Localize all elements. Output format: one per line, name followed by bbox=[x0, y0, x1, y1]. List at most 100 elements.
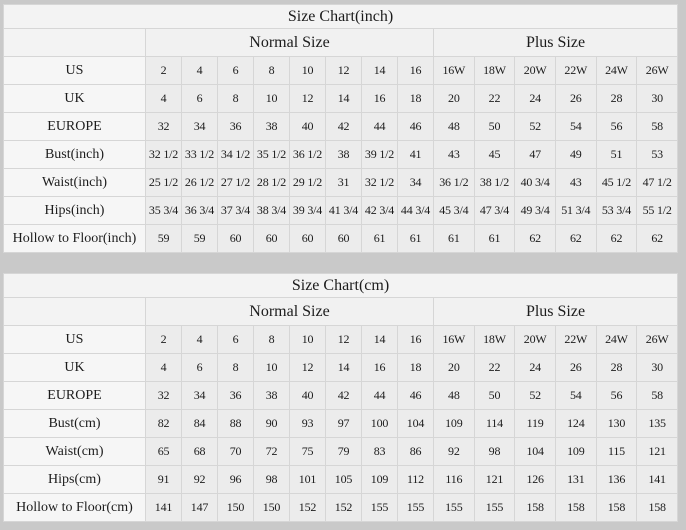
size-value-cell: 54 bbox=[554, 381, 597, 410]
size-value-cell: 41 bbox=[397, 140, 434, 169]
table-title-row: Size Chart(cm) bbox=[3, 273, 678, 298]
size-value-cell: 49 bbox=[554, 140, 597, 169]
size-value-cell: 18W bbox=[473, 56, 516, 85]
size-value-cell: 24 bbox=[514, 353, 556, 382]
size-value-cell: 36 bbox=[217, 112, 254, 141]
size-value-cell: 115 bbox=[595, 437, 638, 466]
size-value-cell: 18W bbox=[473, 325, 516, 354]
size-value-cell: 6 bbox=[217, 325, 254, 354]
size-value-cell: 37 3/4 bbox=[217, 196, 254, 225]
size-value-cell: 22 bbox=[473, 353, 516, 382]
normal-size-header: Normal Size bbox=[145, 28, 434, 57]
size-value-cell: 50 bbox=[473, 381, 516, 410]
size-value-cell: 8 bbox=[253, 325, 290, 354]
size-value-cell: 155 bbox=[361, 493, 398, 522]
size-value-cell: 16 bbox=[361, 84, 398, 113]
size-row: Hollow to Floor(inch) 59 59 60 60 60 60 61 61 61 6… bbox=[3, 224, 678, 253]
size-value-cell: 10 bbox=[289, 325, 326, 354]
size-value-cell: 61 bbox=[433, 224, 475, 253]
size-value-cell: 88 bbox=[217, 409, 254, 438]
size-value-cell: 158 bbox=[595, 493, 638, 522]
size-value-cell: 26 1/2 bbox=[181, 168, 218, 197]
size-row: Waist(inch) 25 1/2 26 1/2 27 1/2 28 1/2 29 1/… bbox=[3, 168, 678, 197]
size-value-cell: 60 bbox=[217, 224, 254, 253]
size-value-cell: 49 3/4 bbox=[514, 196, 556, 225]
size-value-cell: 14 bbox=[361, 56, 398, 85]
size-value-cell: 47 bbox=[514, 140, 556, 169]
table-title: Size Chart(inch) bbox=[3, 4, 678, 29]
size-value-cell: 109 bbox=[554, 437, 597, 466]
size-row: Bust(cm) 82 84 88 90 93 97 100 104 109 114 119 124 13… bbox=[3, 409, 678, 438]
size-value-cell: 92 bbox=[433, 437, 475, 466]
plus-size-header: Plus Size bbox=[433, 28, 678, 57]
size-value-cell: 16 bbox=[361, 353, 398, 382]
size-value-cell: 126 bbox=[514, 465, 556, 494]
size-value-cell: 135 bbox=[636, 409, 678, 438]
size-value-cell: 47 1/2 bbox=[636, 168, 678, 197]
normal-size-header: Normal Size bbox=[145, 297, 434, 326]
size-value-cell: 8 bbox=[253, 56, 290, 85]
size-value-cell: 44 3/4 bbox=[397, 196, 434, 225]
size-value-cell: 4 bbox=[181, 325, 218, 354]
size-value-cell: 93 bbox=[289, 409, 326, 438]
size-value-cell: 44 bbox=[361, 112, 398, 141]
size-value-cell: 91 bbox=[145, 465, 182, 494]
size-value-cell: 109 bbox=[433, 409, 475, 438]
size-value-cell: 39 1/2 bbox=[361, 140, 398, 169]
size-value-cell: 60 bbox=[289, 224, 326, 253]
row-label: UK bbox=[3, 353, 146, 382]
size-row: EUROPE 32 34 36 38 40 42 44 46 48 50 52 54 56 58 bbox=[3, 381, 678, 410]
size-value-cell: 18 bbox=[397, 84, 434, 113]
size-value-cell: 28 1/2 bbox=[253, 168, 290, 197]
size-value-cell: 40 bbox=[289, 112, 326, 141]
size-value-cell: 109 bbox=[361, 465, 398, 494]
size-value-cell: 36 3/4 bbox=[181, 196, 218, 225]
size-value-cell: 84 bbox=[181, 409, 218, 438]
size-value-cell: 158 bbox=[554, 493, 597, 522]
size-value-cell: 40 3/4 bbox=[514, 168, 556, 197]
size-value-cell: 36 1/2 bbox=[289, 140, 326, 169]
size-value-cell: 26W bbox=[636, 325, 678, 354]
size-value-cell: 96 bbox=[217, 465, 254, 494]
size-row: UK 4 6 8 10 12 14 16 18 20 22 24 26 28 30 bbox=[3, 84, 678, 113]
size-value-cell: 158 bbox=[636, 493, 678, 522]
size-value-cell: 60 bbox=[253, 224, 290, 253]
size-value-cell: 90 bbox=[253, 409, 290, 438]
size-group-header-row: Normal Size Plus Size bbox=[3, 28, 678, 57]
size-value-cell: 65 bbox=[145, 437, 182, 466]
size-value-cell: 121 bbox=[473, 465, 516, 494]
row-label: Hips(inch) bbox=[3, 196, 146, 225]
size-value-cell: 98 bbox=[253, 465, 290, 494]
size-value-cell: 32 bbox=[145, 381, 182, 410]
size-value-cell: 46 bbox=[397, 381, 434, 410]
size-value-cell: 152 bbox=[289, 493, 326, 522]
size-value-cell: 53 bbox=[636, 140, 678, 169]
size-value-cell: 31 bbox=[325, 168, 362, 197]
size-value-cell: 53 3/4 bbox=[595, 196, 638, 225]
size-value-cell: 10 bbox=[253, 353, 290, 382]
size-value-cell: 104 bbox=[397, 409, 434, 438]
size-value-cell: 45 1/2 bbox=[595, 168, 638, 197]
size-value-cell: 32 bbox=[145, 112, 182, 141]
size-value-cell: 6 bbox=[181, 84, 218, 113]
size-value-cell: 34 1/2 bbox=[217, 140, 254, 169]
size-value-cell: 4 bbox=[181, 56, 218, 85]
size-value-cell: 40 bbox=[289, 381, 326, 410]
size-value-cell: 12 bbox=[289, 84, 326, 113]
size-value-cell: 46 bbox=[397, 112, 434, 141]
size-value-cell: 62 bbox=[636, 224, 678, 253]
row-label: Hips(cm) bbox=[3, 465, 146, 494]
size-value-cell: 32 1/2 bbox=[361, 168, 398, 197]
size-value-cell: 147 bbox=[181, 493, 218, 522]
size-value-cell: 75 bbox=[289, 437, 326, 466]
size-value-cell: 56 bbox=[595, 112, 638, 141]
size-value-cell: 22W bbox=[554, 56, 597, 85]
size-value-cell: 18 bbox=[397, 353, 434, 382]
size-value-cell: 16W bbox=[433, 325, 475, 354]
size-value-cell: 52 bbox=[514, 112, 556, 141]
size-value-cell: 30 bbox=[636, 353, 678, 382]
size-value-cell: 92 bbox=[181, 465, 218, 494]
size-value-cell: 130 bbox=[595, 409, 638, 438]
size-value-cell: 28 bbox=[595, 353, 638, 382]
corner-cell bbox=[3, 297, 146, 326]
